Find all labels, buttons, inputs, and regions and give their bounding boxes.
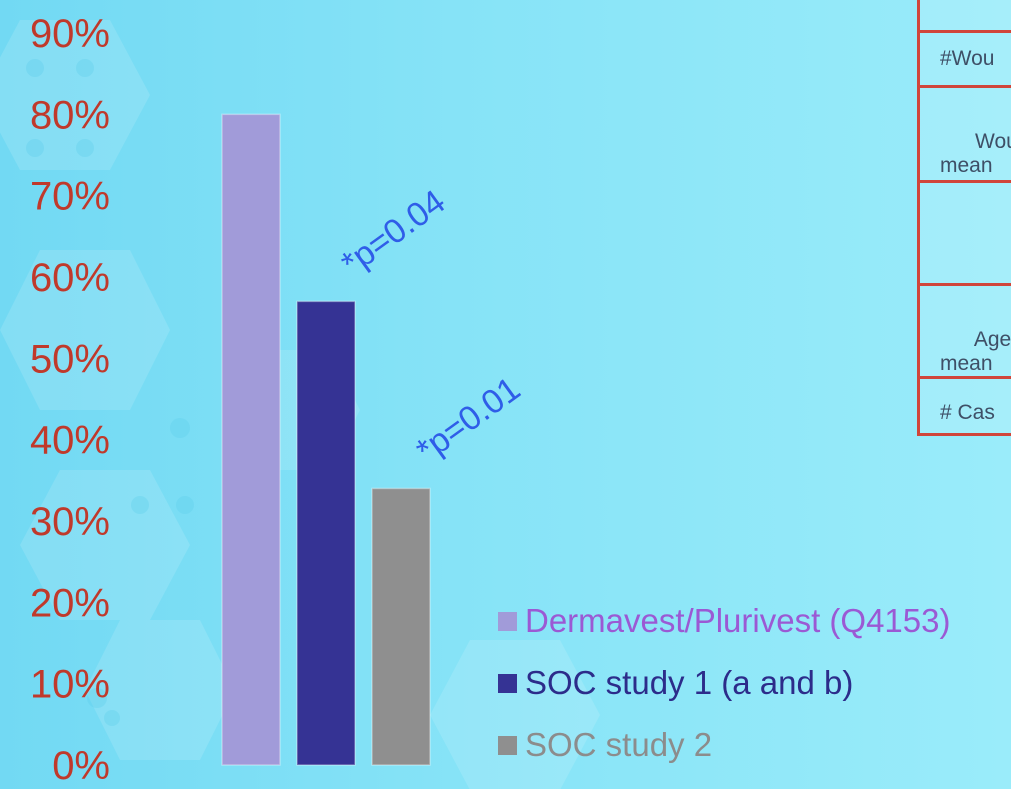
y-tick-label: 30% — [30, 500, 110, 544]
legend-item-soc-study-1: SOC study 1 (a and b) — [498, 652, 1011, 714]
bar-1 — [296, 300, 356, 766]
table-row-1: #Wou — [920, 33, 1011, 88]
p-value-annotation-1: *p=0.01 — [409, 370, 527, 470]
y-tick-label: 60% — [30, 256, 110, 300]
table-row-label: Age mean — [940, 328, 1011, 375]
y-tick-label: 0% — [52, 744, 110, 788]
table-row-label: Wour mean — [940, 130, 1011, 177]
y-tick-label: 90% — [30, 12, 110, 56]
y-tick-label: 40% — [30, 419, 110, 463]
table-row-3 — [920, 183, 1011, 286]
study-comparison-table: #Wou Wour mean Age mean # Cas — [917, 0, 1011, 436]
y-tick-label: 80% — [30, 93, 110, 137]
table-row-label: # Cas — [940, 401, 995, 424]
table-row-label: #Wou — [940, 47, 995, 70]
y-tick-label: 10% — [30, 663, 110, 707]
significance-annotations: *p=0.04 *p=0.01 — [334, 183, 527, 470]
y-tick-label: 20% — [30, 581, 110, 625]
bar-2 — [371, 487, 431, 766]
chart-legend: Dermavest/Plurivest (Q4153) SOC study 1 … — [498, 590, 1011, 776]
legend-label: Dermavest/Plurivest (Q4153) — [525, 602, 951, 639]
legend-swatch — [498, 735, 517, 755]
bars — [221, 113, 431, 766]
table-row-5: # Cas — [920, 379, 1011, 433]
y-tick-label: 50% — [30, 337, 110, 381]
legend-swatch — [498, 611, 517, 631]
p-value-annotation-0: *p=0.04 — [334, 183, 452, 283]
y-tick-label: 70% — [30, 175, 110, 219]
table-row-0 — [920, 0, 1011, 33]
bar-0 — [221, 113, 281, 766]
legend-item-soc-study-2: SOC study 2 — [498, 714, 1011, 776]
legend-label: SOC study 2 — [525, 726, 713, 763]
legend-item-dermavest: Dermavest/Plurivest (Q4153) — [498, 590, 1011, 652]
legend-label: SOC study 1 (a and b) — [525, 664, 854, 701]
y-axis-ticks: 0% 10% 20% 30% 40% 50% 60% 70% 80% 90% — [30, 12, 110, 788]
table-row-4: Age mean — [920, 286, 1011, 379]
legend-swatch — [498, 673, 517, 693]
table-row-2: Wour mean — [920, 88, 1011, 183]
